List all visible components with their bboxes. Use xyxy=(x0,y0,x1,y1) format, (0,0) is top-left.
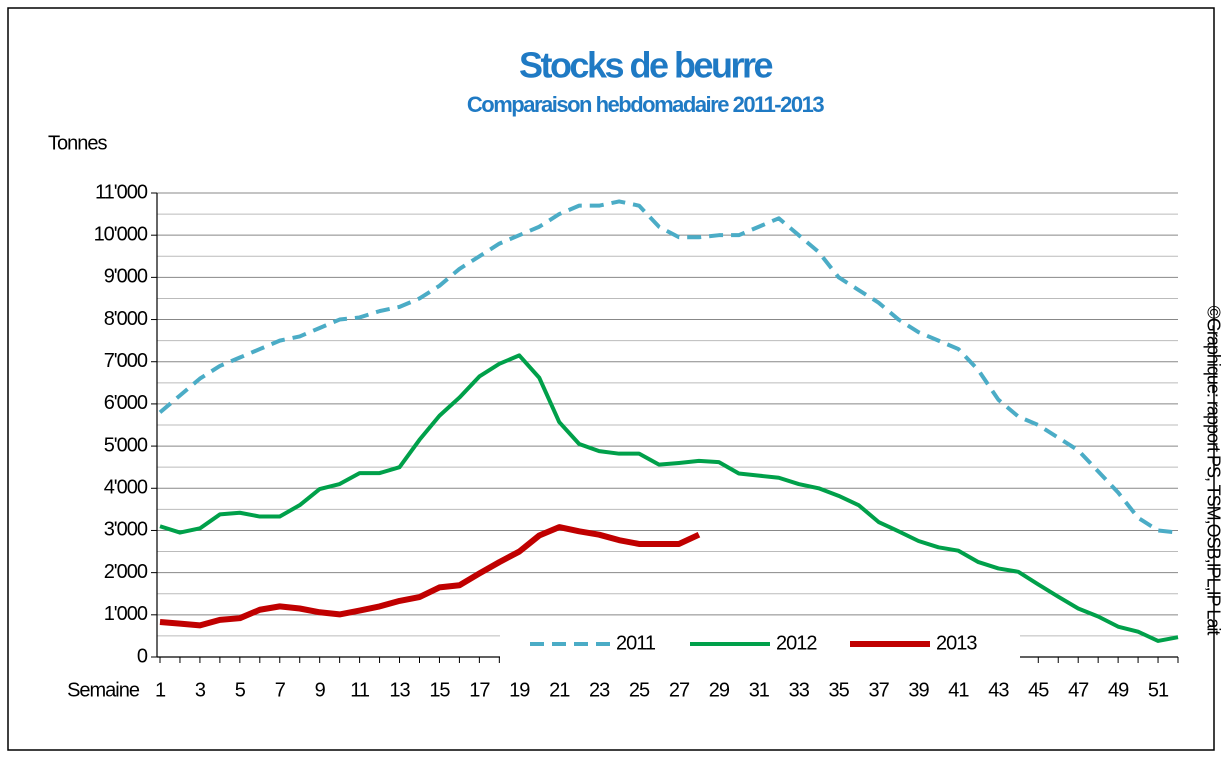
x-tick-label: 7 xyxy=(275,679,286,701)
x-axis-label: Semaine xyxy=(67,679,140,701)
y-tick-label: 3'000 xyxy=(104,519,148,541)
x-tick-label: 29 xyxy=(709,679,730,701)
series-line xyxy=(159,353,1179,643)
x-tick-label: 9 xyxy=(315,679,326,701)
y-tick-label: 2'000 xyxy=(104,561,148,583)
y-tick-label: 8'000 xyxy=(104,308,148,330)
x-tick-label: 49 xyxy=(1108,679,1129,701)
x-tick-label: 15 xyxy=(429,679,450,701)
x-tick-label: 33 xyxy=(789,679,810,701)
x-tick-label: 5 xyxy=(235,679,246,701)
x-tick-label: 35 xyxy=(829,679,850,701)
x-tick-label: 21 xyxy=(549,679,570,701)
legend-label: 2011 xyxy=(616,632,656,654)
y-tick-label: 6'000 xyxy=(104,392,148,414)
x-tick-label: 1 xyxy=(155,679,166,701)
y-axis-label: Tonnes xyxy=(48,132,107,154)
legend-label: 2012 xyxy=(776,632,817,654)
chart-title: Stocks de beurre xyxy=(519,45,773,86)
x-tick-label: 19 xyxy=(509,679,530,701)
x-tick-label: 25 xyxy=(629,679,650,701)
series-line xyxy=(158,199,1179,535)
x-tick-label: 23 xyxy=(589,679,610,701)
x-tick-label: 13 xyxy=(389,679,410,701)
x-tick-label: 43 xyxy=(988,679,1009,701)
y-tick-label: 10'000 xyxy=(94,223,148,245)
y-tick-label: 7'000 xyxy=(104,350,148,372)
y-tick-label: 5'000 xyxy=(104,434,148,456)
x-tick-label: 41 xyxy=(948,679,969,701)
legend-label: 2013 xyxy=(936,632,977,654)
series-line xyxy=(159,524,701,629)
y-tick-label: 0 xyxy=(137,645,148,667)
x-tick-label: 39 xyxy=(908,679,929,701)
x-tick-label: 11 xyxy=(350,679,370,701)
x-tick-label: 51 xyxy=(1148,679,1169,701)
y-tick-label: 4'000 xyxy=(104,477,148,499)
source: ©Graphique: rapport PS, TSM,OSB,IPL,IP L… xyxy=(1203,306,1223,636)
x-tick-label: 17 xyxy=(469,679,490,701)
x-tick-label: 45 xyxy=(1028,679,1049,701)
y-tick-label: 1'000 xyxy=(104,603,148,625)
x-tick-label: 3 xyxy=(195,679,206,701)
x-tick-label: 27 xyxy=(669,679,690,701)
chart-subtitle: Comparaison hebdomadaire 2011-2013 xyxy=(467,92,824,117)
x-tick-label: 47 xyxy=(1068,679,1089,701)
x-tick-label: 37 xyxy=(868,679,889,701)
y-tick-label: 9'000 xyxy=(104,266,148,288)
y-tick-label: 11'000 xyxy=(95,181,148,203)
x-tick-label: 31 xyxy=(749,679,770,701)
